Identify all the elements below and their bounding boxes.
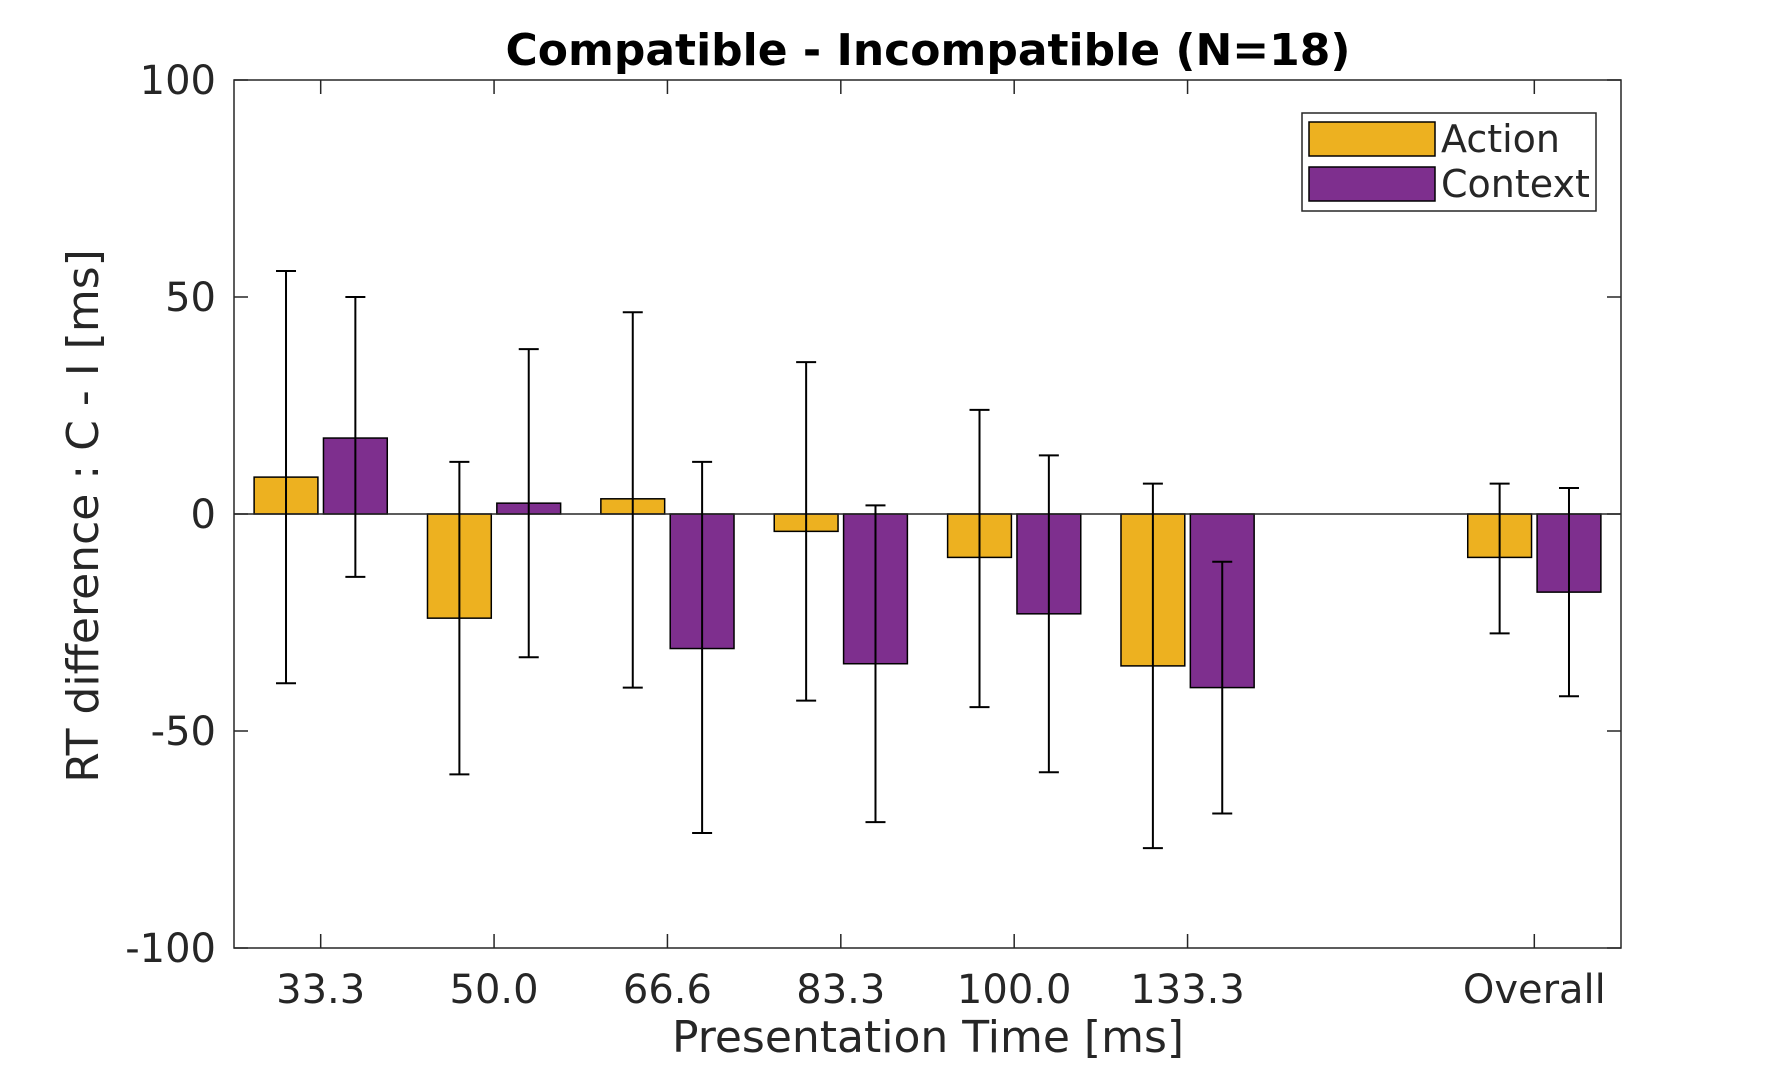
x-tick-label: 50.0 — [450, 967, 539, 1013]
chart-title: Compatible - Incompatible (N=18) — [505, 25, 1350, 76]
x-tick-label: Overall — [1463, 967, 1606, 1013]
legend-swatch-context — [1308, 166, 1436, 202]
legend-swatch-action — [1308, 121, 1436, 157]
x-axis-label: Presentation Time [ms] — [672, 1012, 1184, 1063]
legend-label-action: Action — [1441, 117, 1560, 161]
x-tick-label: 83.3 — [796, 967, 885, 1013]
x-tick-label: 66.6 — [623, 967, 712, 1013]
legend-label-context: Context — [1441, 162, 1590, 206]
x-tick-label: 133.3 — [1130, 967, 1245, 1013]
y-tick-label: 0 — [191, 492, 216, 538]
y-tick-label: 50 — [165, 275, 216, 321]
x-tick-label: 33.3 — [276, 967, 365, 1013]
x-tick-label: 100.0 — [957, 967, 1072, 1013]
y-tick-label: 100 — [140, 58, 216, 104]
y-tick-label: -50 — [151, 709, 216, 755]
y-axis-label: RT difference : C - I [ms] — [58, 249, 109, 783]
y-tick-label: -100 — [125, 926, 216, 972]
